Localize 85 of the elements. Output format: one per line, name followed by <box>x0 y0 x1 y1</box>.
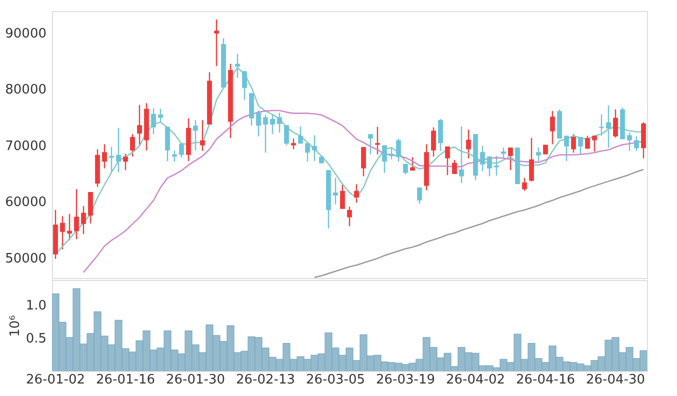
y-tick-label: 60000 <box>5 195 46 210</box>
candlestick <box>613 108 618 138</box>
candlestick <box>627 132 632 152</box>
x-tick-label: 26-01-02 <box>26 372 86 388</box>
x-tick-label: 26-02-13 <box>236 372 296 388</box>
candlestick <box>578 136 583 155</box>
candlestick <box>466 129 471 159</box>
candlestick <box>340 182 345 210</box>
candlestick <box>333 177 338 205</box>
candlestick <box>599 114 604 136</box>
candlestick <box>571 134 576 154</box>
y-tick-label: 70000 <box>5 138 46 154</box>
line-series <box>314 168 644 278</box>
y-tick-label: 80000 <box>5 82 46 98</box>
x-tick-label: 26-04-16 <box>516 372 576 388</box>
candlestick <box>389 146 394 160</box>
candlestick <box>130 134 135 158</box>
candlestick <box>312 134 317 162</box>
candlestick <box>74 188 79 240</box>
candlestick <box>354 184 359 204</box>
candlestick <box>263 114 268 154</box>
y-tick-label: 50000 <box>5 251 46 266</box>
x-tick-label: 26-01-16 <box>96 372 156 388</box>
candlestick <box>585 135 590 150</box>
candlestick <box>200 119 205 152</box>
candlestick <box>179 143 184 158</box>
candlestick <box>417 186 422 204</box>
candlestick <box>508 146 513 171</box>
x-tick-label: 26-03-19 <box>376 372 436 388</box>
candlestick <box>536 146 541 162</box>
x-tick-label: 26-04-02 <box>446 372 506 388</box>
candlestick <box>116 127 121 173</box>
candlestick <box>193 119 198 151</box>
candlestick <box>305 142 310 162</box>
candlestick <box>410 156 415 172</box>
candlestick <box>67 213 72 241</box>
candlestick <box>256 110 261 137</box>
candlestick <box>165 126 170 162</box>
candlestick <box>494 155 499 176</box>
candlestick <box>452 159 457 175</box>
candlestick <box>60 216 65 250</box>
candlestick <box>634 136 639 152</box>
candlestick <box>284 124 289 146</box>
candlestick <box>501 146 506 158</box>
candlestick <box>480 145 485 172</box>
x-tick-label: 26-04-30 <box>586 372 646 388</box>
candlestick <box>298 126 303 144</box>
candlestick <box>550 110 555 145</box>
candlestick <box>529 137 534 182</box>
candlestick <box>396 138 401 162</box>
y-tick-label: 90000 <box>5 26 46 42</box>
candlestick <box>109 146 114 173</box>
x-tick-label: 26-01-30 <box>166 372 226 388</box>
x-tick-label: 26-03-05 <box>306 372 366 388</box>
candlestick <box>361 146 366 177</box>
candlestick <box>368 134 373 155</box>
candlestick <box>235 53 240 78</box>
candlestick <box>277 112 282 134</box>
candlestick <box>382 144 387 174</box>
candlestick <box>487 155 492 177</box>
candlestick <box>172 150 177 162</box>
candlestick <box>592 135 597 152</box>
candlestick <box>431 126 436 158</box>
candlestick <box>564 135 569 162</box>
candlestick <box>522 177 527 192</box>
candlestick <box>137 104 142 146</box>
y-tick-label: 0.5 <box>26 332 46 347</box>
candlestick <box>214 18 219 67</box>
candlestick <box>270 114 275 135</box>
candlestick <box>445 146 450 176</box>
candlestick <box>102 144 107 169</box>
candlestick <box>88 191 93 224</box>
candlestick <box>347 206 352 227</box>
candlestick <box>459 126 464 184</box>
candlestick <box>123 153 128 171</box>
candlestick <box>81 205 86 235</box>
candlestick <box>438 118 443 152</box>
candlestick <box>375 126 380 155</box>
candlestick <box>291 138 296 150</box>
y-axis-title: 10⁶ <box>8 315 23 337</box>
candlestick <box>158 108 163 122</box>
candlestick <box>606 104 611 148</box>
y-tick-label: 1.0 <box>26 298 46 314</box>
candlestick <box>151 108 156 135</box>
candlestick <box>242 70 247 100</box>
